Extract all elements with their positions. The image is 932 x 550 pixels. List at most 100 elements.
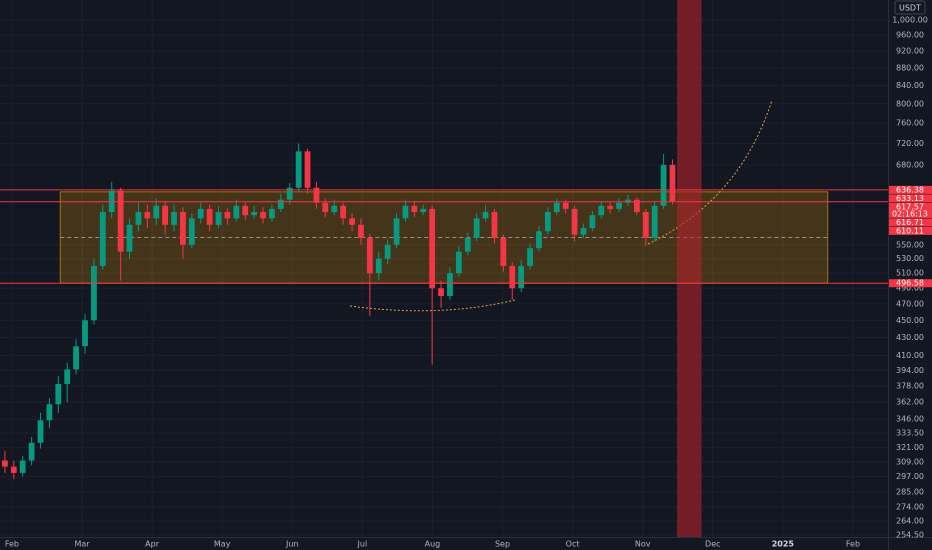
candle-body: [251, 212, 258, 216]
y-tick-label: 680.00: [896, 160, 924, 169]
candle-body: [562, 202, 569, 209]
y-tick-label: 285.00: [896, 488, 924, 497]
y-tick-label: 362.00: [896, 398, 924, 407]
y-tick-label: 840.00: [896, 81, 924, 90]
y-tick-label: 800.00: [896, 99, 924, 108]
candle-body: [482, 212, 489, 219]
currency-badge[interactable]: [894, 0, 926, 15]
candle-body: [464, 237, 471, 252]
candle-body: [286, 187, 293, 200]
x-tick-label: Nov: [635, 540, 651, 549]
y-tick-label: 394.00: [896, 366, 924, 375]
candle-body: [242, 205, 249, 216]
candle-body: [126, 224, 133, 252]
candle-body: [411, 205, 418, 213]
y-tick-label: 760.00: [896, 119, 924, 128]
x-tick-label: Dec: [705, 540, 720, 549]
y-tick-label: 960.00: [896, 31, 924, 40]
price-label: 496.58: [896, 279, 924, 288]
price-label-bg: [889, 279, 932, 288]
candle-body: [269, 208, 275, 219]
candle-body: [144, 212, 151, 219]
highlight-band: [677, 0, 702, 537]
price-axis: [888, 0, 932, 538]
candle-body: [607, 205, 614, 209]
arc-drawing: [349, 299, 516, 312]
candle-body: [153, 205, 160, 219]
candle-body: [527, 248, 533, 266]
candle-body: [180, 212, 186, 245]
candle-body: [589, 215, 596, 229]
y-tick-label: 920.00: [896, 47, 924, 56]
candle-body: [260, 212, 266, 219]
price-label: 610.11: [896, 226, 924, 235]
candle-body: [509, 265, 516, 289]
candle-body: [64, 369, 71, 384]
candle-body: [455, 251, 462, 274]
candle-body: [616, 202, 622, 209]
y-tick-label: 264.00: [896, 516, 924, 525]
x-tick-label: Aug: [425, 540, 441, 549]
x-tick-label: Apr: [145, 540, 160, 549]
candle-body: [536, 231, 542, 249]
y-tick-label: 430.00: [896, 333, 924, 342]
candle-body: [295, 151, 302, 188]
candle-body: [197, 208, 204, 219]
candle-body: [215, 212, 222, 225]
candle-body: [99, 212, 106, 266]
candle-body: [313, 187, 320, 203]
candle-body: [642, 212, 649, 238]
y-tick-label: 297.00: [896, 472, 924, 481]
y-tick-label: 309.00: [896, 457, 924, 466]
candle-body: [393, 218, 400, 245]
candle-body: [447, 273, 453, 297]
price-label: 636.38: [896, 185, 924, 194]
candle-body: [366, 237, 373, 274]
candle-body: [19, 460, 26, 473]
x-tick-label: Mar: [74, 540, 90, 549]
candle-body: [402, 205, 409, 219]
candle-body: [10, 466, 17, 473]
candle-body: [633, 199, 640, 213]
x-tick-label: Jul: [357, 540, 368, 549]
y-tick-label: 333.50: [896, 429, 924, 438]
candle-body: [91, 265, 97, 321]
candle-body: [2, 460, 8, 467]
y-tick-label: 550.00: [896, 240, 924, 249]
candle-body: [438, 288, 444, 297]
x-tick-label: Jun: [285, 540, 299, 549]
y-tick-label: 274.00: [896, 502, 924, 511]
y-tick-label: 490.00: [896, 284, 924, 293]
price-label-bg: [889, 226, 932, 235]
candle-body: [473, 218, 480, 238]
candle-body: [162, 205, 169, 225]
candle-body: [28, 442, 35, 461]
x-tick-label: 2025: [772, 540, 795, 549]
x-tick-label: Sep: [495, 540, 510, 549]
price-label: 633.13: [896, 194, 924, 203]
y-tick-label: 510.00: [896, 269, 924, 278]
candle-body: [340, 205, 347, 219]
x-tick-label: Feb: [5, 540, 19, 549]
y-tick-label: 470.00: [896, 299, 924, 308]
candle-body: [331, 205, 338, 213]
countdown-label: 02:16:13: [892, 209, 928, 218]
candle-body: [135, 212, 142, 225]
price-label-bg: [889, 202, 932, 218]
candle-body: [277, 199, 284, 209]
candle-body: [117, 190, 124, 252]
candle-body: [491, 212, 498, 238]
y-tick-label: 450.00: [896, 316, 924, 325]
price-label-bg: [889, 218, 932, 227]
y-tick-label: 346.00: [896, 415, 924, 424]
curve-drawing: [647, 99, 773, 245]
candle-body: [598, 205, 605, 216]
candle-body: [171, 212, 177, 225]
candle-body: [420, 208, 427, 213]
candle-body: [651, 205, 658, 238]
candle-body: [82, 320, 88, 347]
candle-body: [384, 244, 391, 259]
candle-body: [358, 224, 364, 238]
y-tick-label: 321.00: [896, 443, 924, 452]
